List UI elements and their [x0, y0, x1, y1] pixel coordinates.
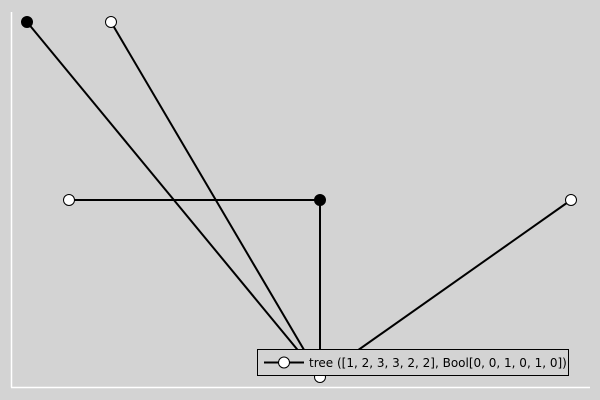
- legend-box: [257, 349, 569, 376]
- tree-node: [21, 16, 33, 28]
- tree-node: [314, 194, 326, 206]
- legend-marker: [278, 356, 290, 369]
- edges: [26, 21, 572, 378]
- nodes: [21, 16, 577, 383]
- tree-edge: [110, 21, 321, 378]
- tree-node: [63, 194, 75, 206]
- legend-label: tree ([1, 2, 3, 3, 2, 2], Bool[0, 0, 1, …: [309, 356, 567, 370]
- tree-edge: [319, 199, 572, 378]
- legend: tree ([1, 2, 3, 3, 2, 2], Bool[0, 0, 1, …: [257, 349, 569, 376]
- tree-node: [105, 16, 117, 28]
- tree-node: [565, 194, 577, 206]
- tree-edge: [26, 21, 321, 378]
